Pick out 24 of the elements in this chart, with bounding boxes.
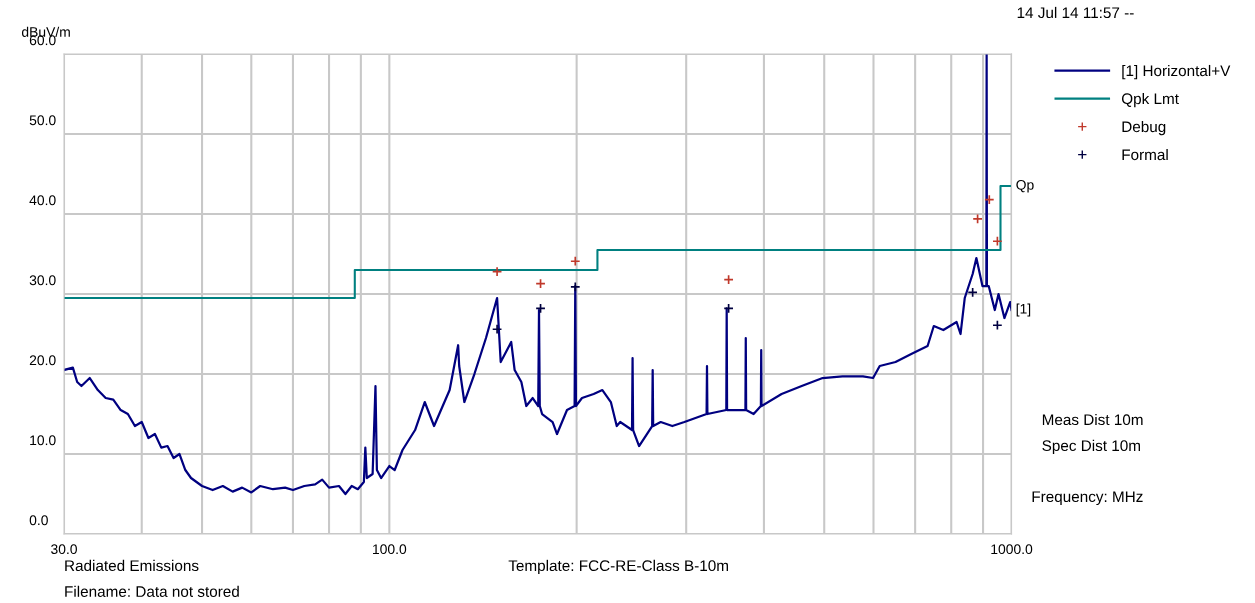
x-tick-label: 30.0	[51, 544, 77, 555]
y-tick-label: 10.0	[30, 435, 56, 446]
y-tick-label: 40.0	[29, 195, 56, 206]
y-tick-label: 30.0	[29, 275, 56, 286]
text: Filename: Data not stored	[65, 585, 239, 597]
text: Meas Dist 10m	[1042, 413, 1143, 426]
text: Radiated Emissions	[65, 559, 199, 572]
text: Template: FCC-RE-Class B-10m	[508, 559, 728, 575]
legend-label: Formal	[1122, 148, 1168, 161]
y-tick-label: 60.0	[29, 35, 56, 46]
annotation: [1]	[1016, 303, 1031, 317]
legend-label: Debug	[1122, 120, 1166, 136]
legend-label: [1] Horizontal+V	[1122, 64, 1231, 80]
annotation: Qp	[1016, 179, 1034, 193]
y-tick-label: 20.0	[29, 355, 56, 366]
y-tick-label: 0.0	[29, 515, 48, 526]
x-tick-label: 1000.0	[991, 544, 1033, 555]
text: Spec Dist 10m	[1042, 439, 1140, 455]
y-axis-title: dBuV/m	[21, 26, 70, 37]
y-tick-label: 50.0	[29, 115, 56, 126]
legend-label: Qpk Lmt	[1121, 92, 1179, 108]
text: 14 Jul 14 11:57 --	[1017, 6, 1134, 19]
x-tick-label: 100.0	[373, 544, 407, 555]
x-axis-title: Frequency: MHz	[1032, 491, 1143, 506]
